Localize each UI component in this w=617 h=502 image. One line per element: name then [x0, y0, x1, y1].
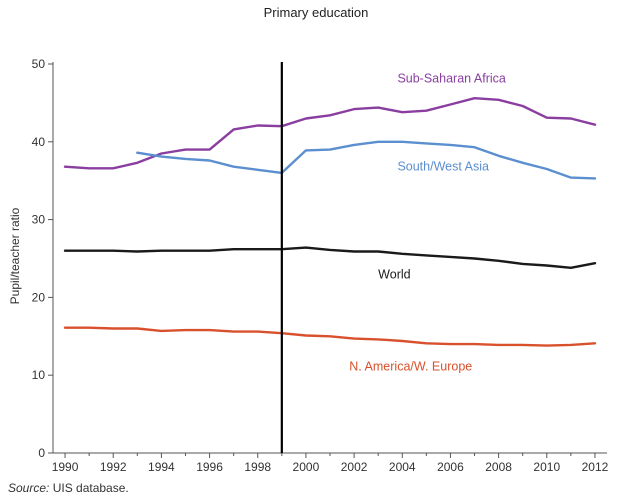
y-tick-label: 30 — [32, 213, 46, 227]
x-tick-label: 1996 — [196, 460, 223, 474]
y-tick-label: 0 — [38, 446, 45, 460]
x-tick-label: 1990 — [52, 460, 79, 474]
tick-labels: 0 10 20 30 40 50 1990 1992 1994 1996 1998 2000 2002 2… — [32, 57, 609, 474]
x-tick-label: 2006 — [437, 460, 464, 474]
x-tick-label: 1994 — [148, 460, 175, 474]
series-labels: Sub-Saharan Africa South/West Asia World N.… — [349, 72, 506, 374]
x-tick-label: 1992 — [100, 460, 127, 474]
series-line-2 — [63, 246, 597, 269]
series-label-3: N. America/W. Europe — [349, 360, 472, 374]
series-label-2: World — [378, 268, 410, 282]
chart-title: Primary education — [264, 5, 369, 20]
series-label-0: Sub-Saharan Africa — [397, 72, 505, 86]
x-tick-label: 2008 — [485, 460, 512, 474]
x-tick-label: 1998 — [244, 460, 271, 474]
source-text: UIS database. — [49, 481, 129, 495]
x-tick-label: 2010 — [533, 460, 560, 474]
line-chart: Primary education Pupil/teacher ratio 01… — [8, 5, 609, 474]
series-line-1 — [136, 140, 597, 180]
source-note: Source: UIS database. — [8, 481, 129, 495]
axes — [48, 62, 607, 458]
x-tick-label: 2000 — [293, 460, 320, 474]
series-line-3 — [63, 326, 597, 347]
y-tick-label: 40 — [32, 135, 46, 149]
series-line-0 — [63, 96, 597, 170]
x-tick-label: 2004 — [389, 460, 416, 474]
series-lines — [63, 96, 597, 347]
source-prefix: Source: — [8, 481, 50, 495]
y-tick-label: 50 — [32, 57, 46, 71]
x-tick-label: 2012 — [582, 460, 609, 474]
series-label-1: South/West Asia — [397, 160, 489, 174]
x-tick-label: 2002 — [341, 460, 368, 474]
y-tick-label: 10 — [32, 368, 46, 382]
y-axis-title: Pupil/teacher ratio — [8, 207, 22, 304]
y-tick-label: 20 — [32, 290, 46, 304]
